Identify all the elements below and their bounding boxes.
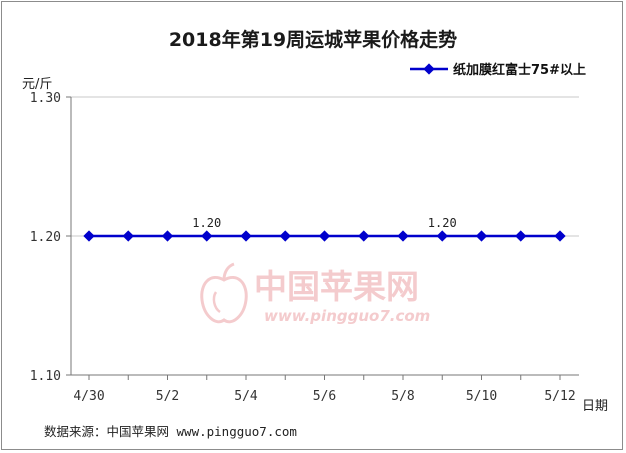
data-label: 1.20 bbox=[428, 216, 457, 230]
x-axis-ticks: 4/30 5/2 5/4 5/6 5/8 5/10 5/12 bbox=[73, 375, 576, 404]
series-layer bbox=[83, 230, 566, 242]
y-axis-unit-label: 元/斤 bbox=[22, 77, 52, 92]
source-note: 数据来源：中国苹果网 www.pingguo7.com bbox=[44, 424, 297, 439]
data-point bbox=[358, 230, 370, 242]
y-tick-label: 1.20 bbox=[30, 230, 61, 245]
data-point bbox=[122, 230, 134, 242]
y-tick-label: 1.10 bbox=[30, 369, 61, 384]
x-tick-label: 5/10 bbox=[466, 389, 497, 404]
chart-title: 2018年第19周运城苹果价格走势 bbox=[169, 28, 457, 51]
x-tick-label: 5/4 bbox=[234, 389, 258, 404]
y-tick-label: 1.30 bbox=[30, 91, 61, 106]
grid-lines bbox=[71, 96, 579, 237]
data-label: 1.20 bbox=[192, 216, 221, 230]
data-labels: 1.20 1.20 bbox=[192, 216, 456, 230]
x-tick-label: 4/30 bbox=[73, 389, 104, 404]
watermark: 中国苹果网 www.pingguo7.com bbox=[200, 262, 430, 325]
legend-marker bbox=[423, 63, 435, 75]
data-point bbox=[201, 230, 213, 242]
data-point bbox=[397, 230, 409, 242]
data-point bbox=[279, 230, 291, 242]
data-point bbox=[83, 230, 95, 242]
data-point bbox=[436, 230, 448, 242]
watermark-url: www.pingguo7.com bbox=[264, 307, 430, 325]
data-point bbox=[554, 230, 566, 242]
x-tick-label: 5/2 bbox=[156, 389, 179, 404]
legend-label: 纸加膜红富士75#以上 bbox=[453, 62, 586, 78]
x-tick-label: 5/12 bbox=[544, 389, 575, 404]
data-point bbox=[515, 230, 527, 242]
data-point bbox=[161, 230, 174, 242]
watermark-name: 中国苹果网 bbox=[254, 267, 419, 306]
legend: 纸加膜红富士75#以上 bbox=[410, 62, 586, 78]
x-axis-label: 日期 bbox=[582, 399, 608, 414]
data-point bbox=[240, 230, 252, 242]
data-point bbox=[318, 230, 331, 242]
x-tick-label: 5/8 bbox=[391, 389, 414, 404]
data-point bbox=[475, 230, 488, 242]
y-axis-ticks: 1.30 1.20 1.10 bbox=[30, 91, 71, 384]
apple-logo-icon bbox=[200, 262, 248, 324]
x-tick-label: 5/6 bbox=[313, 389, 336, 404]
